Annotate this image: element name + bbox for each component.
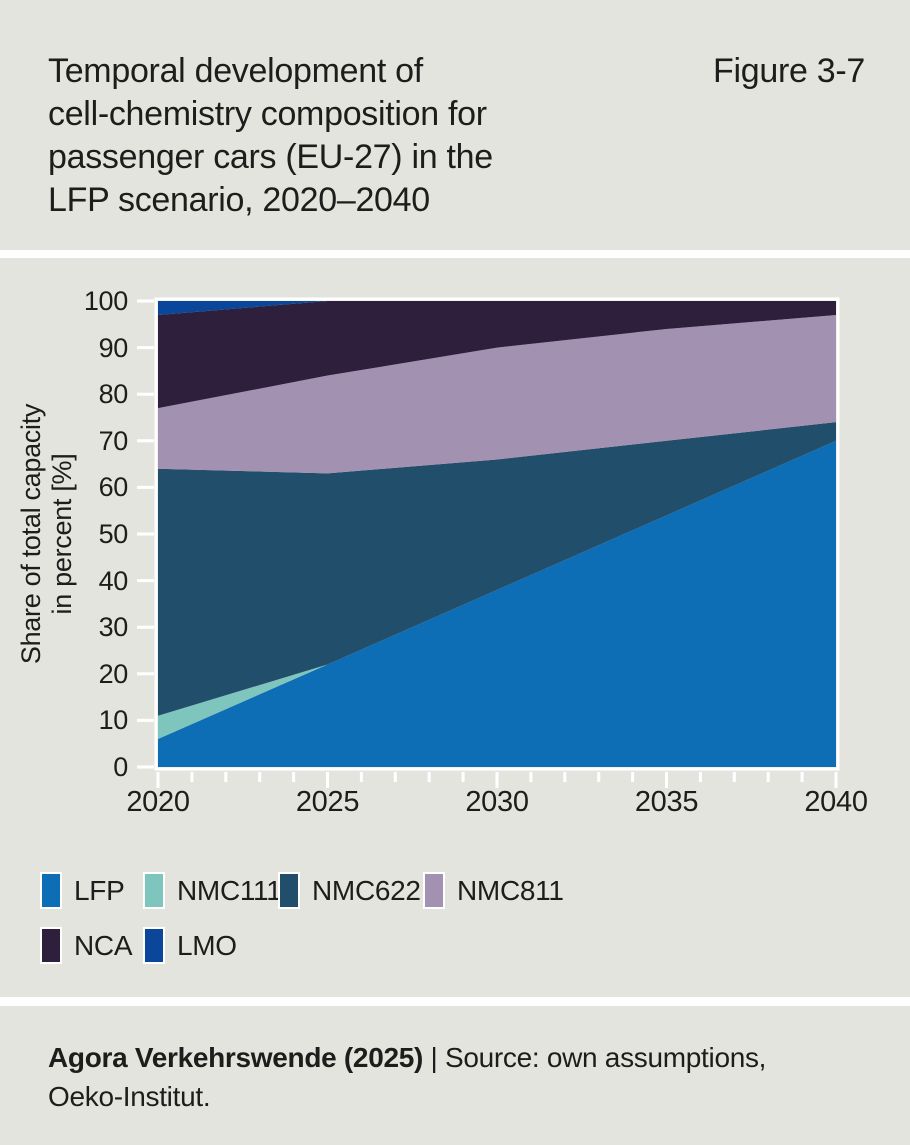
area-nca <box>158 301 836 409</box>
legend-item-nmc111: NMC111 <box>143 872 282 909</box>
y-tick-label-0: 0 <box>113 752 128 782</box>
chart-ticks <box>137 299 838 788</box>
legend-item-nmc811: NMC811 <box>423 872 564 909</box>
legend-label-nmc111: NMC111 <box>177 875 282 906</box>
x-tick-label-2025: 2025 <box>295 786 360 818</box>
source-text-line-2: Oeko-Institut. <box>48 1081 211 1112</box>
x-tick-label-2030: 2030 <box>465 786 529 818</box>
y-tick-label-80: 80 <box>98 379 129 410</box>
area-lmo <box>158 301 836 315</box>
y-tick-label-40: 40 <box>98 565 129 596</box>
y-tick-label-20: 20 <box>98 658 129 689</box>
legend-label-nca: NCA <box>74 930 133 961</box>
title-line-1: Temporal development of <box>48 52 423 90</box>
plot-frame <box>154 297 840 771</box>
source-text-line-1: | Source: own assumptions, <box>423 1042 767 1073</box>
legend-swatch-lmo <box>143 927 165 964</box>
legend-label-nmc622: NMC622 <box>312 875 421 906</box>
legend-swatch-nmc811 <box>423 872 445 909</box>
figure-number: Figure 3-7 <box>713 52 865 90</box>
legend-swatch-nmc622 <box>278 872 300 909</box>
y-tick-label-50: 50 <box>98 519 129 549</box>
y-tick-label-90: 90 <box>98 332 129 363</box>
x-tick-label-2035: 2035 <box>634 786 699 818</box>
x-tick-label-2020: 2020 <box>126 786 190 818</box>
y-tick-label-60: 60 <box>98 472 129 503</box>
legend-item-lmo: LMO <box>143 927 237 964</box>
x-tick-label-2040: 2040 <box>804 786 868 818</box>
area-lfp <box>158 440 836 767</box>
source-brand: Agora Verkehrswende (2025) <box>48 1042 424 1073</box>
legend-item-nmc622: NMC622 <box>278 872 421 909</box>
legend-item-lfp: LFP <box>40 872 125 909</box>
y-tick-label-30: 30 <box>98 612 129 643</box>
title-line-2: cell-chemistry composition for <box>48 95 487 133</box>
page-title: Temporal development of cell-chemistry c… <box>48 50 493 222</box>
legend-swatch-nmc111 <box>143 872 165 909</box>
legend-swatch-lfp <box>40 872 62 909</box>
y-tick-label-100: 100 <box>83 286 128 316</box>
y-tick-label-70: 70 <box>98 425 129 456</box>
source-note: Agora Verkehrswende (2025) | Source: own… <box>48 1038 766 1116</box>
legend-label-lmo: LMO <box>177 930 237 961</box>
footer-band <box>0 1006 910 1145</box>
area-nmc811 <box>158 314 836 474</box>
legend-label-nmc811: NMC811 <box>457 875 564 906</box>
y-tick-label-10: 10 <box>98 705 129 736</box>
header-band <box>0 0 910 250</box>
title-line-4: LFP scenario, 2020–2040 <box>48 181 430 219</box>
legend-swatch-nca <box>40 927 62 964</box>
legend-label-lfp: LFP <box>74 875 125 906</box>
area-nmc622 <box>158 422 836 716</box>
title-line-3: passenger cars (EU-27) in the <box>48 138 493 176</box>
chart-areas <box>158 301 836 767</box>
chart-frame <box>154 297 840 771</box>
legend-item-nca: NCA <box>40 927 133 964</box>
